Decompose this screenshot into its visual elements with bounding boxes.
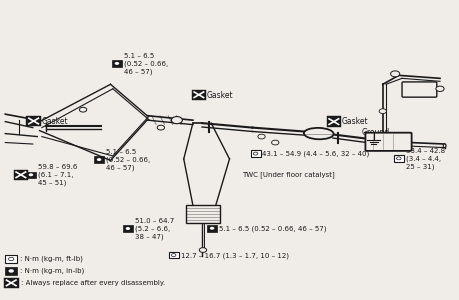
Circle shape <box>171 254 176 256</box>
Circle shape <box>28 173 33 176</box>
Bar <box>26 172 36 178</box>
Circle shape <box>379 109 386 114</box>
Text: 51.0 – 64.7
(5.2 – 6.6,
38 – 47): 51.0 – 64.7 (5.2 – 6.6, 38 – 47) <box>135 218 174 240</box>
Bar <box>168 252 179 258</box>
Text: 5.1 – 6.5
(0.52 – 0.66,
46 – 57): 5.1 – 6.5 (0.52 – 0.66, 46 – 57) <box>106 149 150 171</box>
Circle shape <box>253 152 258 155</box>
Circle shape <box>157 125 164 130</box>
Text: Gasket: Gasket <box>42 117 68 126</box>
Bar <box>5 255 17 263</box>
Bar <box>394 155 404 162</box>
Text: 33.4 – 42.8
(3.4 – 4.4,
25 – 31): 33.4 – 42.8 (3.4 – 4.4, 25 – 31) <box>406 148 445 170</box>
Circle shape <box>97 158 101 161</box>
Circle shape <box>199 248 207 252</box>
Circle shape <box>210 227 214 230</box>
Text: 43.1 – 54.9 (4.4 – 5.6, 32 – 40): 43.1 – 54.9 (4.4 – 5.6, 32 – 40) <box>263 151 369 158</box>
Circle shape <box>9 257 14 261</box>
Circle shape <box>9 269 14 273</box>
Circle shape <box>126 227 130 230</box>
Bar <box>94 156 104 163</box>
Text: : N·m (kg-m, in-lb): : N·m (kg-m, in-lb) <box>20 268 84 274</box>
Bar <box>112 60 122 67</box>
Circle shape <box>258 134 265 139</box>
Circle shape <box>436 86 444 92</box>
Bar <box>207 225 217 232</box>
Text: 12.7 – 16.7 (1.3 – 1.7, 10 – 12): 12.7 – 16.7 (1.3 – 1.7, 10 – 12) <box>180 253 289 259</box>
Circle shape <box>272 140 279 145</box>
Circle shape <box>391 71 400 77</box>
FancyBboxPatch shape <box>402 82 437 97</box>
Bar <box>186 205 220 223</box>
Bar <box>5 267 17 275</box>
Bar <box>26 116 41 126</box>
Text: Gasket: Gasket <box>207 91 234 100</box>
Circle shape <box>171 117 182 124</box>
Text: Ground: Ground <box>361 128 390 137</box>
Ellipse shape <box>443 144 446 148</box>
Circle shape <box>79 107 87 112</box>
Ellipse shape <box>304 128 334 139</box>
Text: 5.1 – 6.5
(0.52 – 0.66,
46 – 57): 5.1 – 6.5 (0.52 – 0.66, 46 – 57) <box>124 53 168 75</box>
Bar <box>191 89 206 100</box>
Circle shape <box>397 157 401 160</box>
Text: : Always replace after every disassembly.: : Always replace after every disassembly… <box>21 280 166 286</box>
Bar <box>251 150 261 157</box>
Text: 59.8 – 69.6
(6.1 – 7.1,
45 – 51): 59.8 – 69.6 (6.1 – 7.1, 45 – 51) <box>38 164 78 186</box>
Bar <box>326 116 341 127</box>
FancyBboxPatch shape <box>365 133 412 151</box>
Bar <box>4 278 18 288</box>
Text: : N·m (kg-m, ft-lb): : N·m (kg-m, ft-lb) <box>20 256 83 262</box>
Text: TWC [Under floor catalyst]: TWC [Under floor catalyst] <box>242 171 335 178</box>
Bar <box>13 169 28 180</box>
Bar <box>123 225 133 232</box>
Text: 5.1 – 6.5 (0.52 – 0.66, 46 – 57): 5.1 – 6.5 (0.52 – 0.66, 46 – 57) <box>219 226 326 232</box>
Circle shape <box>115 62 119 65</box>
Text: Gasket: Gasket <box>342 117 369 126</box>
